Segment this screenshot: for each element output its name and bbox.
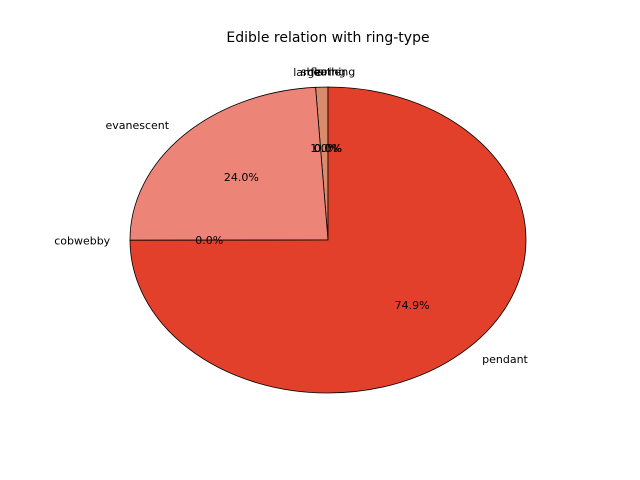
slice-percent-zone: 0.0% <box>314 142 342 155</box>
slice-percent-sheathing: 0.0% <box>314 142 342 155</box>
slice-percent-pendant: 74.9% <box>395 299 430 312</box>
slice-label-cobwebby: cobwebby <box>54 234 110 247</box>
slice-label-sheathing: sheathing <box>301 66 356 79</box>
slice-label-flaring: flaring <box>310 66 345 79</box>
slice-label-evanescent: evanescent <box>106 119 170 132</box>
slice-label-large: large <box>293 66 321 79</box>
slice-percent-cobwebby: 0.0% <box>195 234 223 247</box>
chart-title: Edible relation with ring-type <box>226 30 429 46</box>
pie-slice-evanescent <box>129 86 329 241</box>
pie-labels: zone0.0%sheathing0.0%flaring0.0%large1.0… <box>54 66 528 366</box>
pie-slices <box>129 86 527 394</box>
slice-percent-evanescent: 24.0% <box>224 171 259 184</box>
slice-label-zone: zone <box>315 66 341 79</box>
pie-slice-pendant <box>129 86 527 394</box>
slice-percent-flaring: 0.0% <box>314 142 342 155</box>
slice-label-pendant: pendant <box>482 353 528 366</box>
slice-percent-large: 1.0% <box>310 142 338 155</box>
